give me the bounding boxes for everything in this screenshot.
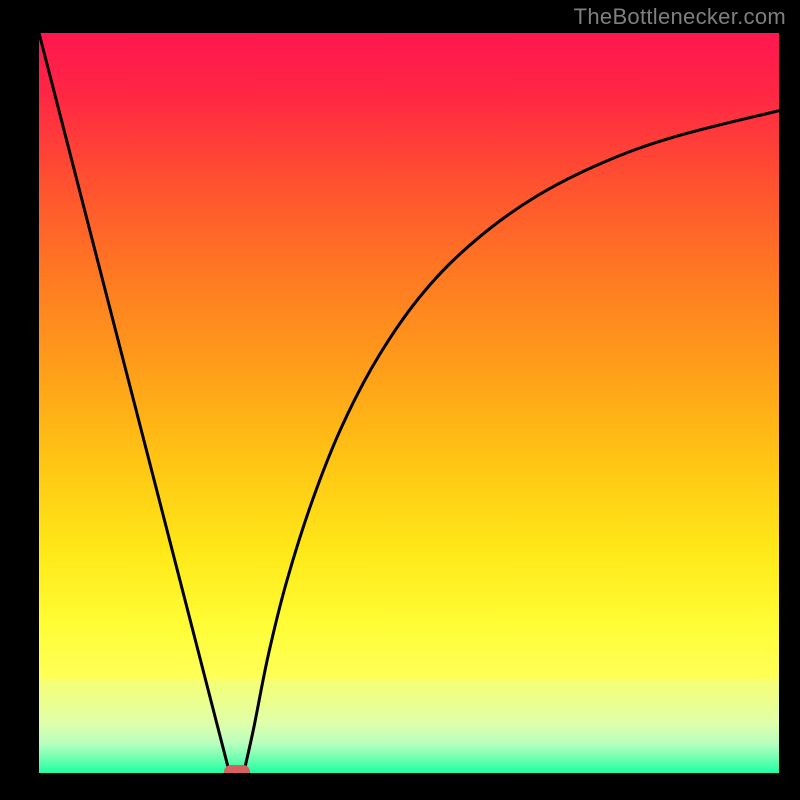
watermark-text: TheBottlenecker.com <box>574 4 786 30</box>
gradient-background <box>39 33 779 773</box>
min-point-marker <box>224 765 250 773</box>
min-point-dot <box>224 765 250 773</box>
plot-area <box>39 33 779 773</box>
